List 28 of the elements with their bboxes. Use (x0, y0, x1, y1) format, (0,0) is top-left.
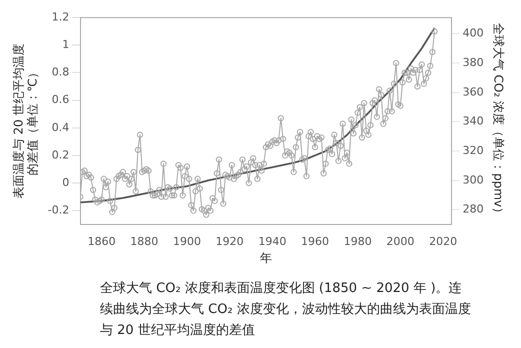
x-tick-label: 1920 (216, 234, 244, 248)
x-tick-label: 1860 (88, 234, 116, 248)
y2-tick-label: 380 (462, 56, 484, 69)
y2-tick-label: 360 (462, 85, 484, 98)
x-tick-label: 1960 (301, 234, 330, 248)
y2-tick-label: 400 (462, 26, 484, 40)
y2-tick-label: 340 (462, 114, 484, 128)
y-tick-label: -0.2 (48, 203, 70, 216)
x-tick-label: 2000 (386, 234, 414, 248)
x-tick-label: 2020 (429, 234, 458, 248)
text: 全球大气 CO₂ 浓度和表面温度变化图 (1850 ~ 2020 年 )。连续曲线为全球大气 CO₂ 浓度变化，波动性较大的曲线为表面温度与 20 世纪平均温度的差值 (100, 280, 472, 340)
x-tick-label: 1900 (172, 234, 201, 248)
y2-axis-title: 全球大气 CO₂ 浓度（单位：ppmv） (492, 22, 506, 220)
y-tick-label: 0 (62, 176, 70, 189)
y-tick-label: 0.8 (52, 66, 70, 79)
y-axis-title: 表面温度与 20 世纪平均温度的差值（单位：℃） (11, 44, 40, 198)
y2-tick-label: 320 (462, 144, 484, 157)
x-tick-label: 1980 (344, 234, 372, 248)
y-tick-label: 1 (62, 38, 70, 52)
y-tick-label: 1.2 (52, 10, 70, 24)
x-axis-title: 年 (260, 250, 272, 265)
y-tick-label: 0.4 (52, 120, 70, 134)
y-tick-label: 0.6 (52, 93, 70, 106)
x-tick-label: 1940 (258, 234, 286, 248)
y2-tick-label: 300 (462, 173, 484, 186)
y2-tick-label: 280 (462, 202, 484, 216)
x-tick-label: 1880 (130, 234, 158, 248)
y-tick-label: 0.2 (52, 148, 70, 162)
